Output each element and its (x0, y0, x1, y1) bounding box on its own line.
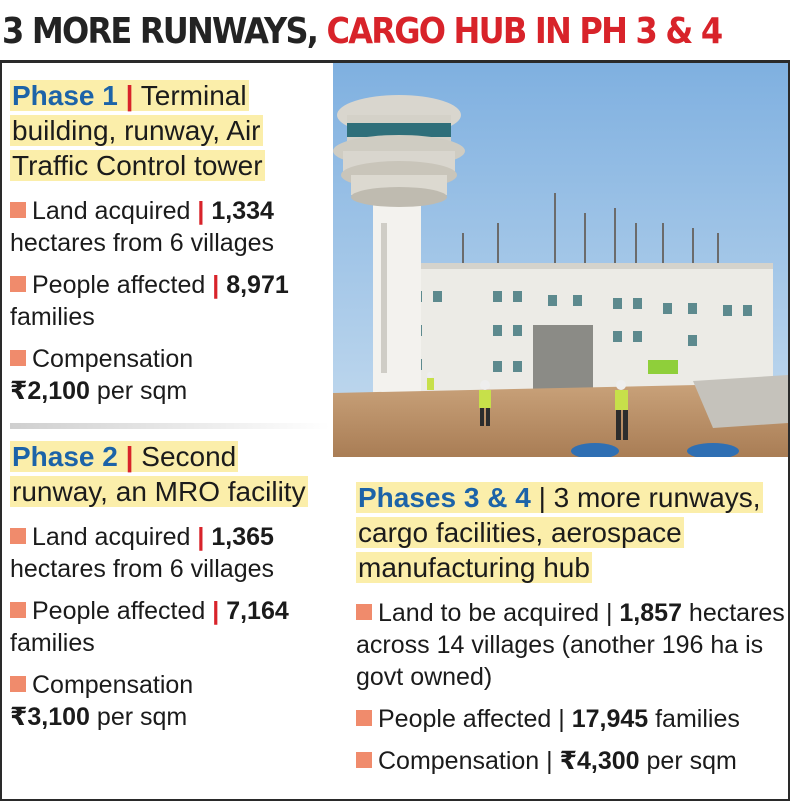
bullet-square-icon (356, 604, 372, 620)
phase2-people: People affected | 7,164 families (10, 597, 289, 657)
bullet-square-icon (10, 676, 26, 692)
phase34-compensation: Compensation | ₹4,300 per sqm (356, 745, 786, 777)
phase2-comp-suffix: per sqm (96, 703, 188, 731)
phase34-land-suffix: hectares across 14 villages (another 196… (356, 599, 785, 691)
bullet-square-icon (356, 752, 372, 768)
left-column: Phase 1 | Terminal building, runway, Air… (10, 70, 332, 733)
bullet-square-icon (10, 276, 26, 292)
bullet-square-icon (356, 710, 372, 726)
phase1-description: Terminal building, runway, Air Traffic C… (12, 80, 263, 181)
phase1-comp-label: Compensation (32, 345, 194, 373)
phase2-title: Phase 2 | Second runway, an MRO facility (10, 439, 332, 509)
phase2-land: Land acquired | 1,365 hectares from 6 vi… (10, 523, 275, 583)
phase34-people-suffix: families (655, 705, 740, 733)
phase1-title: Phase 1 | Terminal building, runway, Air… (10, 78, 332, 183)
phase34-comp-value: ₹4,300 (559, 747, 640, 775)
phase2-land-suffix: hectares from 6 villages (10, 555, 275, 583)
phase1-comp-value: ₹2,100 (10, 377, 90, 405)
phase2-land-label: Land acquired (32, 523, 191, 551)
phase2-comp-value: ₹3,100 (10, 703, 90, 731)
phase2-description: Second runway, an MRO facility (12, 441, 306, 507)
phase34-land: Land to be acquired | 1,857 hectares acr… (356, 597, 786, 693)
phase34-separator: | (538, 482, 546, 513)
phase2-people-suffix: families (10, 629, 95, 657)
phase34-name: Phases 3 & 4 (358, 482, 531, 513)
phase2-name: Phase 2 (12, 441, 118, 472)
phase34-people-value: 17,945 (571, 705, 649, 733)
phase34-comp-label: Compensation | (378, 747, 553, 775)
phase1-people-suffix: families (10, 303, 95, 331)
right-column: Phases 3 & 4 | 3 more runways, cargo fac… (356, 480, 786, 777)
headline-dark-text: 3 MORE RUNWAYS, (2, 11, 319, 52)
phase34-people: People affected | 17,945 families (356, 703, 786, 735)
control-tower-illustration (333, 63, 788, 457)
bullet-square-icon (10, 350, 26, 366)
phase2-compensation: Compensation ₹3,100 per sqm (10, 669, 332, 733)
section-divider (10, 423, 330, 429)
phase34-description: 3 more runways, cargo facilities, aerosp… (358, 482, 761, 583)
phase2-block: Phase 2 | Second runway, an MRO facility… (10, 439, 332, 733)
bullet-square-icon (10, 528, 26, 544)
infographic-frame (0, 60, 790, 801)
phase34-land-label: Land to be acquired | (378, 599, 613, 627)
phase1-land: Land acquired | 1,334 hectares from 6 vi… (10, 197, 275, 257)
phase1-people: People affected | 8,971 families (10, 271, 289, 331)
bullet-square-icon (10, 602, 26, 618)
phase1-people-value: 8,971 (226, 271, 289, 299)
phase34-comp-suffix: per sqm (646, 747, 737, 775)
phase1-land-value: 1,334 (211, 197, 274, 225)
phase2-people-value: 7,164 (226, 597, 289, 625)
phase1-separator: | (125, 80, 134, 111)
phase34-title: Phases 3 & 4 | 3 more runways, cargo fac… (356, 480, 786, 585)
headline: 3 MORE RUNWAYS, CARGO HUB IN PH 3 & 4 (2, 6, 723, 58)
phase2-people-label: People affected (32, 597, 206, 625)
phase1-land-suffix: hectares from 6 villages (10, 229, 275, 257)
airport-photo (333, 63, 788, 457)
phase2-separator: | (125, 441, 134, 472)
phase1-block: Phase 1 | Terminal building, runway, Air… (10, 78, 332, 407)
phase1-comp-suffix: per sqm (96, 377, 188, 405)
phase34-people-label: People affected | (378, 705, 565, 733)
phase1-land-label: Land acquired (32, 197, 191, 225)
phase34-land-value: 1,857 (619, 599, 682, 627)
phase1-name: Phase 1 (12, 80, 118, 111)
phase1-people-label: People affected (32, 271, 206, 299)
phase2-land-value: 1,365 (211, 523, 274, 551)
phase1-compensation: Compensation ₹2,100 per sqm (10, 343, 332, 407)
bullet-square-icon (10, 202, 26, 218)
phase2-comp-label: Compensation (32, 671, 194, 699)
headline-red-text: CARGO HUB IN PH 3 & 4 (326, 11, 724, 52)
